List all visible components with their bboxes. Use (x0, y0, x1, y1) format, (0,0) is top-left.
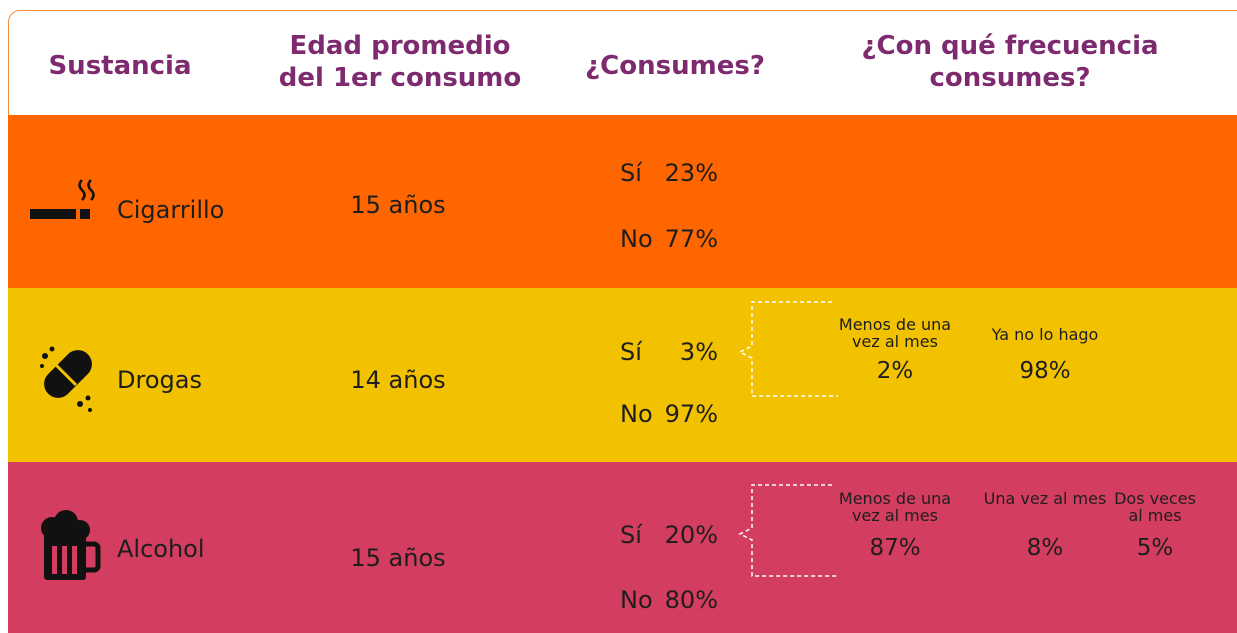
frequency-label: Menos de una vez al mes (838, 315, 952, 351)
no-label: No (620, 400, 653, 428)
column-header: ¿Con qué frecuencia consumes? (861, 31, 1159, 93)
age: 14 años (350, 366, 446, 394)
frequency-value: 5% (1136, 535, 1174, 561)
yes-label: Sí (620, 338, 642, 366)
age: 15 años (350, 191, 446, 219)
pill-icon (40, 346, 92, 412)
yes-value: 3% (679, 338, 718, 366)
frequency-value: 98% (1019, 358, 1071, 384)
yes-value: 20% (664, 521, 718, 549)
frequency-value: 8% (1026, 535, 1064, 561)
beer-icon (41, 510, 101, 580)
no-value: 77% (664, 225, 718, 253)
yes-label: Sí (620, 521, 642, 549)
frequency-label: Menos de una vez al mes (838, 489, 952, 525)
yes-label: Sí (620, 159, 642, 187)
frequency-label: Ya no lo hago (991, 325, 1099, 344)
substance-name: Alcohol (117, 535, 205, 563)
substance-name: Cigarrillo (117, 196, 225, 224)
row-background (8, 288, 1237, 462)
frequency-value: 2% (876, 358, 914, 384)
cigarette-icon (30, 179, 95, 219)
substance-name: Drogas (117, 366, 202, 394)
no-value: 97% (664, 400, 718, 428)
no-label: No (620, 586, 653, 614)
no-label: No (620, 225, 653, 253)
row-background (8, 462, 1237, 633)
row-background (8, 115, 1237, 288)
yes-value: 23% (664, 159, 718, 187)
frequency-value: 87% (869, 535, 921, 561)
column-header: ¿Consumes? (585, 51, 765, 81)
no-value: 80% (664, 586, 718, 614)
bracket (738, 301, 838, 577)
frequency-label: Dos veces al mes (1114, 489, 1196, 525)
age: 15 años (350, 544, 446, 572)
frequency-label: Una vez al mes (983, 489, 1107, 508)
column-header: Edad promedio del 1er consumo (278, 31, 522, 93)
column-header: Sustancia (48, 51, 192, 81)
